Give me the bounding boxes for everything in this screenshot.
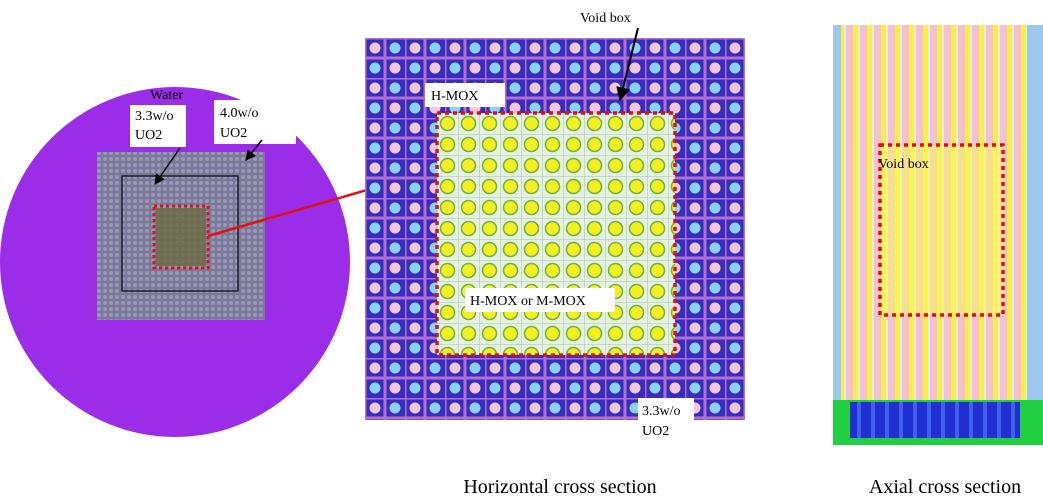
outer-label: UO2 [220, 126, 247, 141]
test-region [156, 208, 206, 266]
caption: Axial cross section [869, 476, 1021, 498]
axial-edge [833, 25, 841, 445]
axial-edge [1027, 25, 1043, 445]
mox-region [437, 113, 675, 355]
inner-label: UO2 [135, 128, 162, 143]
water-label: Water [150, 88, 183, 103]
outer-label: 3.3w/o [642, 404, 681, 419]
axial-view: Void box Axial cross section [833, 25, 1043, 498]
core-view: Water 3.3w/o UO2 4.0w/o UO2 [0, 87, 350, 437]
void-box-label: Void box [878, 157, 929, 172]
outer-label: UO2 [642, 424, 669, 439]
center-label: H-MOX or M-MOX [470, 294, 586, 309]
hmox-label: H-MOX [431, 89, 478, 104]
axial-bottom-rods [850, 402, 1020, 438]
outer-label: 4.0w/o [220, 106, 259, 121]
caption: Horizontal cross section [463, 476, 656, 498]
figure: Water 3.3w/o UO2 4.0w/o UO2 Void box H-M… [0, 0, 1043, 500]
inner-label: 3.3w/o [135, 109, 174, 124]
void-box-label: Void box [580, 11, 631, 26]
horizontal-view: Void box H-MOX H-MOX or M-MOX 3.3w/o UO2… [365, 11, 745, 498]
